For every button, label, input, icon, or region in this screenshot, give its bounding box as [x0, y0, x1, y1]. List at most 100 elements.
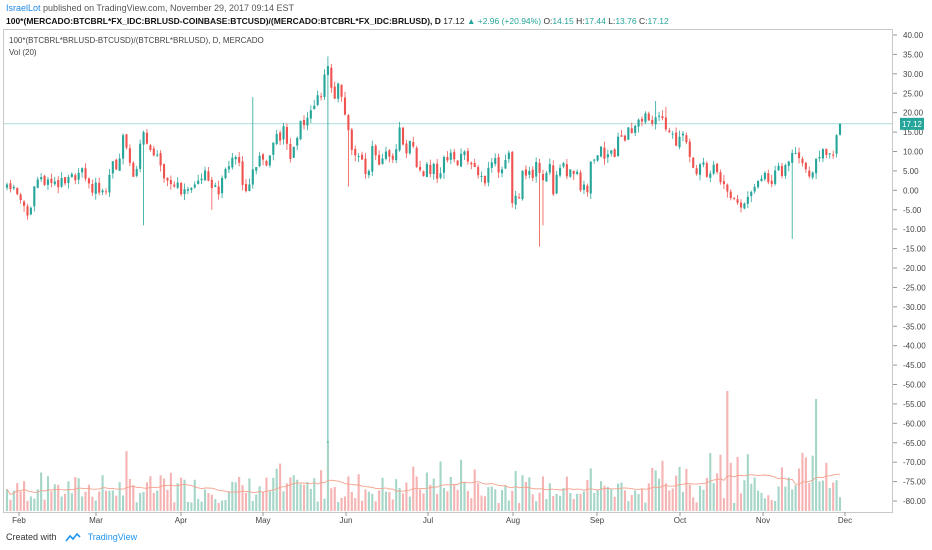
- candle-body: [637, 119, 640, 127]
- candle-body: [784, 165, 787, 176]
- volume-bar: [313, 478, 316, 511]
- volume-bar: [623, 490, 626, 511]
- candle-body: [118, 158, 121, 171]
- candle-body: [251, 169, 254, 185]
- candle-body: [313, 105, 316, 110]
- chart-pane[interactable]: [3, 29, 893, 513]
- candle-body: [808, 170, 811, 177]
- author-link[interactable]: IsraelLot: [6, 3, 41, 13]
- volume-bar: [500, 490, 504, 511]
- candle-body: [46, 179, 50, 185]
- candle-body: [176, 182, 179, 188]
- candle-body: [282, 126, 285, 140]
- volume-bar: [463, 481, 466, 511]
- candle-body: [733, 197, 736, 199]
- volume-bar: [825, 462, 828, 511]
- candle-body: [685, 135, 688, 143]
- candle-body: [446, 157, 449, 161]
- volume-bar: [316, 501, 319, 511]
- volume-bar: [705, 477, 708, 511]
- y-tick-label: -65.00: [903, 439, 926, 448]
- candle-body: [565, 164, 568, 177]
- volume-bar: [617, 483, 620, 511]
- low-value: 13.76: [615, 16, 637, 26]
- candle-body: [326, 66, 329, 76]
- candle-body: [671, 133, 674, 135]
- volume-bar: [606, 486, 609, 511]
- candle-body: [552, 165, 555, 195]
- x-tick-label: Oct: [674, 516, 687, 525]
- candle-body: [593, 159, 596, 161]
- volume-bar: [678, 466, 681, 511]
- candle-body: [828, 153, 831, 155]
- candle-body: [729, 191, 732, 199]
- candle-body: [214, 185, 217, 187]
- candle-body: [617, 136, 620, 157]
- candle-body: [555, 174, 558, 194]
- volume-bar: [579, 493, 582, 511]
- candle-body: [514, 195, 517, 205]
- y-tick-label: -15.00: [903, 245, 926, 254]
- candle-body: [169, 180, 172, 185]
- volume-bar: [719, 454, 722, 511]
- candle-body: [384, 151, 388, 159]
- close-label: C:: [638, 16, 648, 26]
- volume-bar: [169, 472, 172, 511]
- volume-bar: [299, 484, 302, 511]
- volume-bar: [709, 453, 712, 511]
- tradingview-brand[interactable]: TradingView: [87, 532, 138, 542]
- candle-body: [135, 168, 138, 176]
- volume-bar: [371, 493, 374, 511]
- footer: Created with TradingView: [6, 532, 137, 543]
- volume-bar: [780, 467, 784, 511]
- x-tick-label: Feb: [12, 516, 26, 525]
- candle-body: [804, 162, 807, 170]
- volume-bar: [360, 500, 364, 511]
- volume-bar: [203, 489, 207, 511]
- volume-bar: [429, 484, 432, 511]
- candle-body: [26, 206, 29, 216]
- candle-body: [757, 181, 760, 188]
- volume-bar: [296, 479, 299, 511]
- candle-body: [115, 159, 118, 170]
- main-study-legend: 100*(BTCBRL*BRLUSD-BTCUSD)/(BTCBRL*BRLUS…: [9, 36, 264, 45]
- candle-body: [412, 142, 415, 147]
- y-tick-label: -40.00: [903, 342, 926, 351]
- volume-bar: [224, 499, 227, 511]
- x-tick-label: Jul: [423, 516, 433, 525]
- candle-body: [40, 177, 43, 180]
- candle-body: [647, 113, 650, 121]
- volume-bar: [664, 483, 667, 511]
- volume-bar: [111, 490, 114, 511]
- volume-bar: [818, 481, 821, 511]
- candle-body: [159, 153, 162, 166]
- volume-bar: [586, 480, 589, 511]
- volume-bar: [555, 493, 558, 511]
- publish-line: IsraelLot published on TradingView.com, …: [6, 3, 294, 13]
- y-tick-label: -20.00: [903, 264, 926, 273]
- candle-body: [586, 185, 589, 193]
- candle-body: [524, 169, 527, 176]
- candle-body: [275, 134, 278, 144]
- y-tick-label: -60.00: [903, 419, 926, 428]
- volume-bar: [838, 497, 842, 511]
- volume-bar: [186, 501, 189, 511]
- candle-body: [43, 175, 46, 185]
- candle-body: [507, 152, 510, 160]
- volume-bar: [255, 494, 258, 511]
- volume-bar: [716, 473, 719, 511]
- volume-bar: [770, 500, 773, 511]
- y-tick-label: 35.00: [903, 50, 924, 59]
- volume-bar: [466, 490, 469, 511]
- volume-bar: [258, 486, 261, 511]
- volume-bar: [395, 479, 398, 511]
- candle-body: [753, 186, 756, 192]
- candle-body: [296, 137, 299, 146]
- x-tick-label: Sep: [590, 516, 605, 525]
- open-value: 14.15: [552, 16, 574, 26]
- volume-bar: [565, 476, 568, 511]
- volume-bar: [634, 490, 637, 511]
- volume-bar: [572, 498, 575, 511]
- volume-bar: [401, 493, 405, 511]
